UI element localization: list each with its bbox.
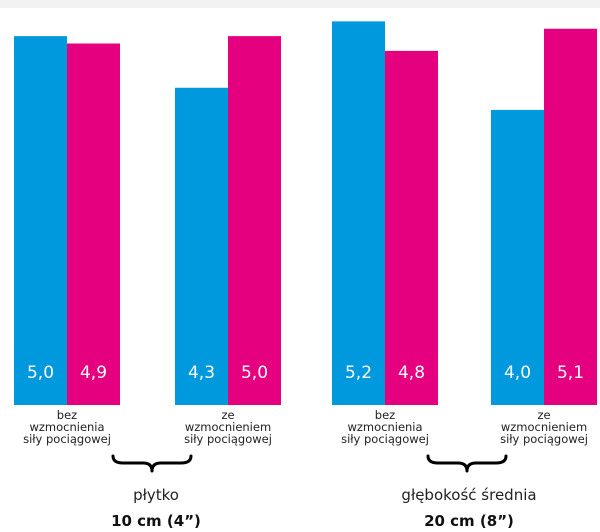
bar-series-1-cat-1 bbox=[14, 36, 67, 405]
category-label-line: ze bbox=[221, 408, 234, 422]
category-label-line: siły pociągowej bbox=[341, 432, 429, 446]
category-label-line: siły pociągowej bbox=[500, 432, 588, 446]
bar-series-2-cat-2 bbox=[228, 36, 281, 405]
bar-value-label: 5,1 bbox=[557, 363, 584, 383]
category-label-line: wzmocnienia bbox=[29, 420, 104, 434]
bar-value-label: 5,2 bbox=[345, 363, 372, 383]
group-braces-layer bbox=[111, 454, 508, 473]
bar-series-1-cat-2 bbox=[175, 87, 228, 405]
bar-series-1-cat-4 bbox=[491, 109, 544, 405]
bar-series-2-cat-1 bbox=[67, 43, 120, 406]
group-name-label: głębokość średnia bbox=[401, 486, 536, 504]
top-band bbox=[0, 0, 600, 8]
value-labels-layer: 5,0 4,3 5,2 4,0 4,9 5,0 4,8 5,1 bbox=[27, 363, 584, 383]
category-label-line: siły pociągowej bbox=[184, 432, 272, 446]
category-label-line: wzmocnienia bbox=[347, 420, 422, 434]
category-label-line: wzmocnieniem bbox=[501, 420, 587, 434]
bar-series-2-cat-4 bbox=[544, 28, 597, 405]
category-label-line: ze bbox=[537, 408, 550, 422]
group-brace bbox=[111, 454, 193, 473]
bar-value-label: 4,0 bbox=[504, 363, 531, 383]
group-labels-layer: płytko 10 cm (4”) głębokość średnia 20 cm (… bbox=[111, 486, 537, 530]
category-label-line: bez bbox=[57, 408, 77, 422]
bar-value-label: 4,9 bbox=[80, 363, 107, 383]
group-depth-label: 10 cm (4”) bbox=[111, 512, 201, 530]
bar-value-label: 4,8 bbox=[398, 363, 425, 383]
bar-series-2-cat-3 bbox=[385, 50, 438, 406]
group-brace bbox=[426, 454, 508, 473]
group-name-label: płytko bbox=[133, 486, 179, 504]
bars-layer bbox=[14, 21, 597, 406]
bar-value-label: 5,0 bbox=[27, 363, 54, 383]
bar-value-label: 4,3 bbox=[188, 363, 215, 383]
category-label-line: siły pociągowej bbox=[23, 432, 111, 446]
group-depth-label: 20 cm (8”) bbox=[424, 512, 514, 530]
category-label-line: bez bbox=[375, 408, 395, 422]
bar-value-label: 5,0 bbox=[241, 363, 268, 383]
category-label-line: wzmocnieniem bbox=[185, 420, 271, 434]
bar-series-1-cat-3 bbox=[332, 21, 385, 406]
